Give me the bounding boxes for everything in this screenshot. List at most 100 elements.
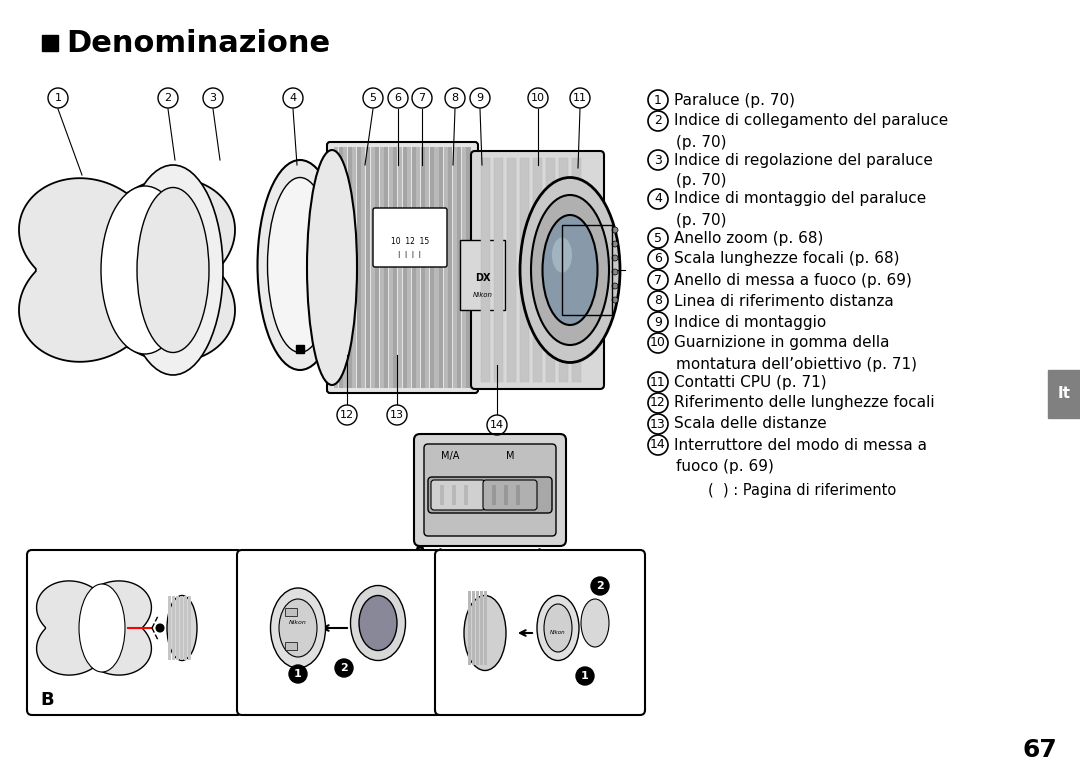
- Text: Paraluce (p. 70): Paraluce (p. 70): [674, 93, 795, 107]
- Text: Indice di collegamento del paraluce: Indice di collegamento del paraluce: [674, 113, 948, 129]
- Circle shape: [335, 659, 353, 677]
- Bar: [440, 485, 444, 505]
- FancyBboxPatch shape: [435, 550, 645, 715]
- FancyBboxPatch shape: [431, 480, 485, 510]
- Bar: [440, 147, 443, 388]
- Polygon shape: [37, 581, 151, 675]
- Circle shape: [612, 283, 618, 289]
- Text: |  |  |  |: | | | |: [399, 251, 421, 258]
- Bar: [397, 147, 402, 388]
- Text: (  ) : Pagina di riferimento: ( ) : Pagina di riferimento: [708, 483, 896, 497]
- Text: 9: 9: [654, 316, 662, 329]
- Bar: [380, 147, 383, 388]
- Text: 12: 12: [340, 410, 354, 420]
- Bar: [480, 591, 483, 665]
- Bar: [472, 591, 475, 665]
- Bar: [467, 147, 471, 388]
- Text: 10: 10: [531, 93, 545, 103]
- Text: Indice di montaggio: Indice di montaggio: [674, 315, 826, 329]
- Text: Indice di montaggio del paraluce: Indice di montaggio del paraluce: [674, 192, 927, 207]
- Bar: [426, 147, 430, 388]
- Bar: [457, 147, 461, 388]
- Bar: [362, 147, 365, 388]
- Bar: [407, 147, 411, 388]
- Text: 1: 1: [581, 671, 589, 681]
- Ellipse shape: [307, 150, 357, 385]
- Text: 14: 14: [490, 420, 504, 430]
- Bar: [370, 147, 375, 388]
- Ellipse shape: [542, 215, 597, 325]
- Polygon shape: [19, 178, 235, 362]
- Ellipse shape: [102, 186, 189, 354]
- Text: 9: 9: [476, 93, 484, 103]
- Bar: [468, 591, 471, 665]
- Text: Scala lunghezze focali (p. 68): Scala lunghezze focali (p. 68): [674, 251, 900, 267]
- Bar: [348, 147, 352, 388]
- Text: 67: 67: [1023, 738, 1057, 762]
- Text: fuoco (p. 69): fuoco (p. 69): [676, 459, 774, 473]
- Text: 8: 8: [654, 294, 662, 307]
- Text: 5: 5: [369, 93, 377, 103]
- Bar: [296, 345, 303, 353]
- Bar: [492, 485, 496, 505]
- Bar: [403, 147, 406, 388]
- Text: 6: 6: [394, 93, 402, 103]
- FancyBboxPatch shape: [414, 434, 566, 546]
- Text: 2: 2: [654, 114, 662, 127]
- FancyBboxPatch shape: [471, 151, 604, 389]
- Ellipse shape: [257, 160, 342, 370]
- Text: 10: 10: [650, 336, 666, 349]
- Text: 2: 2: [596, 581, 604, 591]
- Text: 3: 3: [210, 93, 216, 103]
- Bar: [334, 147, 338, 388]
- Bar: [534, 158, 542, 382]
- Bar: [180, 596, 183, 660]
- Circle shape: [156, 624, 164, 632]
- Text: 7: 7: [654, 273, 662, 286]
- Ellipse shape: [519, 178, 620, 362]
- Text: 5: 5: [654, 231, 662, 244]
- Text: 7: 7: [418, 93, 426, 103]
- Bar: [285, 642, 297, 650]
- Bar: [519, 158, 529, 382]
- Text: 13: 13: [650, 417, 666, 430]
- Bar: [494, 158, 503, 382]
- Ellipse shape: [531, 195, 609, 345]
- Bar: [504, 485, 508, 505]
- Bar: [421, 147, 424, 388]
- FancyBboxPatch shape: [373, 208, 447, 267]
- Text: 8: 8: [451, 93, 459, 103]
- Bar: [464, 485, 468, 505]
- Bar: [546, 158, 555, 382]
- Text: (p. 70): (p. 70): [676, 212, 727, 228]
- Ellipse shape: [279, 599, 318, 657]
- Bar: [572, 158, 581, 382]
- FancyBboxPatch shape: [428, 477, 552, 513]
- Bar: [356, 147, 361, 388]
- Ellipse shape: [552, 237, 572, 273]
- Bar: [176, 596, 179, 660]
- Text: Guarnizione in gomma della: Guarnizione in gomma della: [674, 336, 890, 351]
- Bar: [453, 485, 456, 505]
- Ellipse shape: [137, 188, 210, 352]
- Ellipse shape: [351, 585, 405, 660]
- Text: 3: 3: [654, 153, 662, 166]
- FancyBboxPatch shape: [27, 550, 242, 715]
- Circle shape: [576, 667, 594, 685]
- Text: Nikon: Nikon: [550, 630, 566, 636]
- Bar: [460, 240, 505, 310]
- Text: DX: DX: [475, 273, 490, 283]
- Circle shape: [591, 577, 609, 595]
- Text: 14: 14: [650, 438, 666, 451]
- Circle shape: [612, 227, 618, 233]
- Ellipse shape: [167, 595, 197, 660]
- Text: Contatti CPU (p. 71): Contatti CPU (p. 71): [674, 375, 826, 389]
- Ellipse shape: [270, 588, 325, 668]
- Bar: [393, 147, 397, 388]
- Bar: [476, 591, 480, 665]
- Ellipse shape: [359, 595, 397, 650]
- Text: B: B: [40, 691, 54, 709]
- Text: 1: 1: [54, 93, 62, 103]
- Text: It: It: [1057, 387, 1070, 401]
- Bar: [484, 591, 487, 665]
